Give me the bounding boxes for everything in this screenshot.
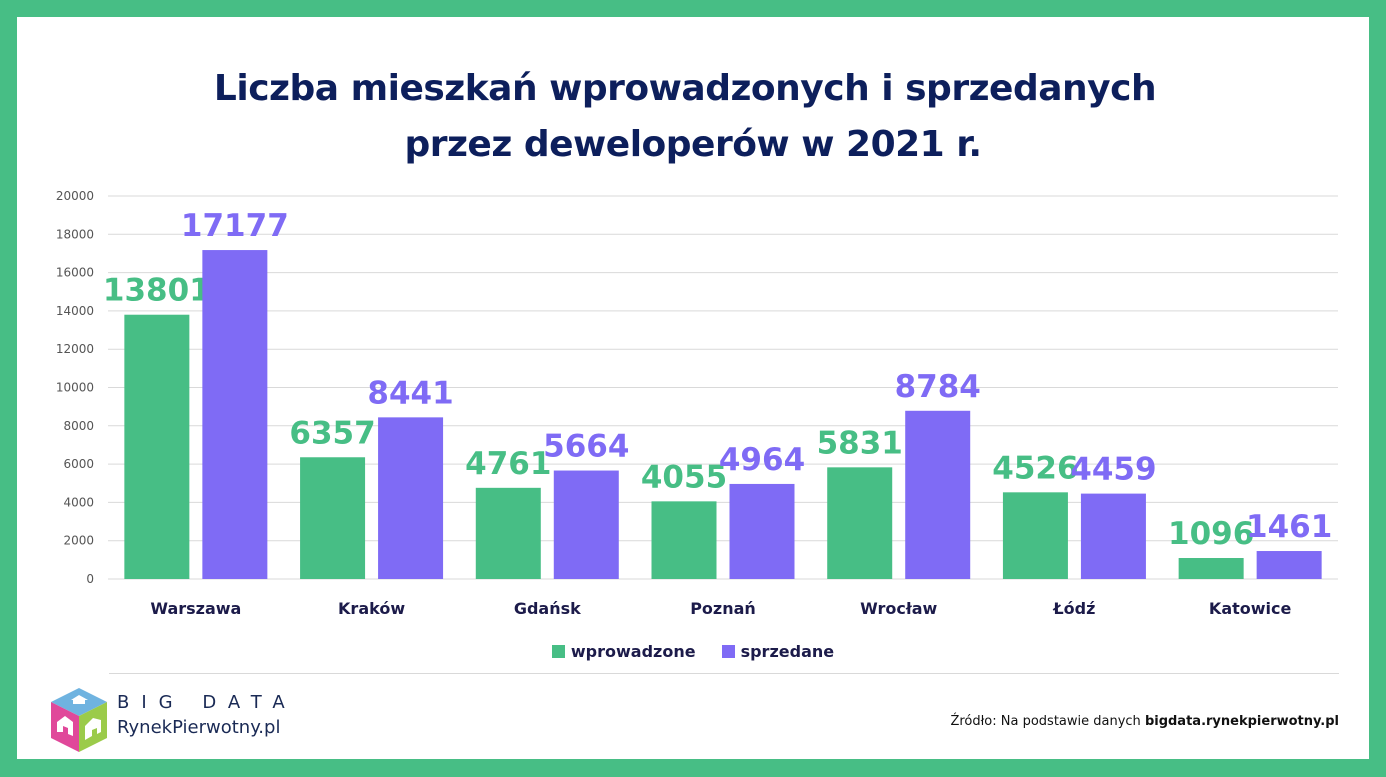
x-category-label: Łódź — [1052, 599, 1095, 618]
data-label-wprowadzone: 6357 — [289, 415, 375, 451]
bar-wprowadzone — [475, 487, 541, 579]
data-label-sprzedane: 17177 — [181, 208, 289, 244]
cube-logo-icon — [51, 688, 107, 752]
bar-chart: 0 2000 4000 6000 8000 10000 12000 14000 16000 180… — [56, 189, 1338, 618]
legend-item-wprowadzone: wprowadzone — [551, 642, 696, 661]
bar-sprzedane — [729, 483, 795, 579]
data-label-wprowadzone: 1096 — [1168, 516, 1254, 552]
data-label-wprowadzone: 13801 — [103, 273, 211, 309]
data-label-sprzedane: 5664 — [543, 429, 629, 465]
source-prefix: Źródło: Na podstawie danych — [950, 714, 1145, 729]
bar-sprzedane — [1080, 493, 1146, 579]
legend-label-sprzedane: sprzedane — [740, 642, 835, 661]
x-category-label: Warszawa — [150, 599, 241, 618]
bar-sprzedane — [905, 410, 971, 579]
x-category-label: Katowice — [1209, 599, 1292, 618]
x-category-label: Kraków — [338, 599, 405, 618]
chart-card: Liczba mieszkań wprowadzonych i sprzedan… — [17, 17, 1369, 759]
source-note: Źródło: Na podstawie danych bigdata.ryne… — [950, 714, 1339, 729]
bar-wprowadzone — [651, 501, 717, 579]
y-tick-label: 18000 — [56, 227, 94, 241]
data-label-wprowadzone: 4055 — [641, 459, 727, 495]
bar-wprowadzone — [1002, 492, 1068, 579]
data-label-sprzedane: 4964 — [719, 442, 805, 478]
chart-title: Liczba mieszkań wprowadzonych i sprzedan… — [17, 61, 1369, 173]
y-tick-label: 10000 — [56, 381, 94, 395]
x-category-label: Wrocław — [860, 599, 937, 618]
chart-title-line-1: Liczba mieszkań wprowadzonych i sprzedan… — [213, 68, 1157, 109]
data-label-wprowadzone: 4761 — [465, 446, 551, 482]
source-link[interactable]: bigdata.rynekpierwotny.pl — [1144, 714, 1339, 729]
chart-legend: wprowadzone sprzedane — [17, 642, 1369, 661]
y-tick-label: 2000 — [63, 534, 94, 548]
y-tick-label: 6000 — [63, 457, 94, 471]
legend-item-sprzedane: sprzedane — [721, 642, 835, 661]
y-tick-label: 12000 — [56, 342, 94, 356]
y-tick-label: 8000 — [63, 419, 94, 433]
bar-wprowadzone — [1178, 558, 1244, 579]
data-label-sprzedane: 8441 — [367, 375, 453, 411]
y-tick-label: 14000 — [56, 304, 94, 318]
logo-site-name: RynekPierwotny.pl — [117, 717, 281, 738]
bar-sprzedane — [378, 417, 444, 579]
bar-wprowadzone — [300, 457, 366, 579]
x-category-label: Gdańsk — [514, 599, 581, 618]
bar-sprzedane — [202, 250, 268, 579]
legend-swatch-wprowadzone — [551, 645, 565, 658]
bigdata-logo: BIG DATA RynekPierwotny.pl — [45, 684, 305, 759]
bar-sprzedane — [553, 470, 619, 579]
chart-title-line-2: przez deweloperów w 2021 r. — [404, 124, 982, 165]
y-tick-label: 20000 — [56, 189, 94, 203]
bar-wprowadzone — [124, 314, 190, 579]
bar-wprowadzone — [827, 467, 893, 579]
legend-label-wprowadzone: wprowadzone — [570, 642, 696, 661]
logo-big-data: BIG DATA — [117, 692, 297, 713]
legend-swatch-sprzedane — [721, 645, 735, 658]
x-category-label: Poznań — [690, 599, 756, 618]
y-tick-label: 4000 — [63, 495, 94, 509]
footer-divider — [109, 673, 1339, 674]
bar-sprzedane — [1256, 551, 1322, 579]
logo-text: BIG DATA RynekPierwotny.pl — [117, 692, 297, 738]
y-tick-label: 16000 — [56, 266, 94, 280]
data-label-sprzedane: 8784 — [895, 369, 981, 405]
y-tick-label: 0 — [86, 572, 94, 586]
data-label-sprzedane: 1461 — [1246, 509, 1332, 545]
data-label-wprowadzone: 4526 — [992, 450, 1078, 486]
data-label-wprowadzone: 5831 — [817, 425, 903, 461]
data-label-sprzedane: 4459 — [1070, 452, 1156, 488]
